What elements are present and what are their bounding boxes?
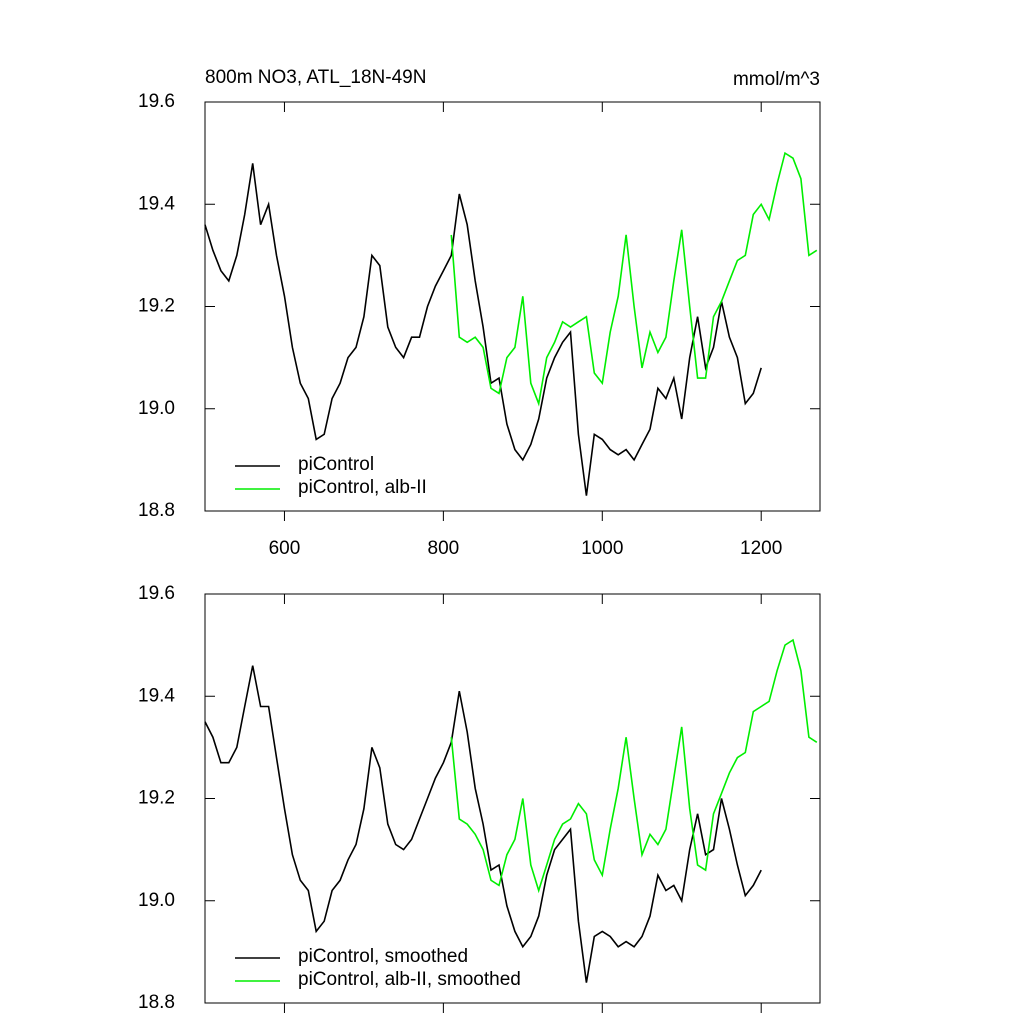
- x-tick-label: 1200: [740, 538, 782, 559]
- y-tick-label: 19.6: [138, 91, 175, 112]
- y-tick-label: 19.2: [138, 296, 175, 317]
- units-label: mmol/m^3: [733, 69, 820, 90]
- legend-label: piControl: [298, 454, 374, 475]
- x-tick-label: 1000: [581, 538, 623, 559]
- series-line: [204, 163, 762, 496]
- series-line: [450, 638, 818, 894]
- y-tick-label: 18.8: [138, 500, 175, 521]
- y-tick-label: 19.6: [138, 583, 175, 604]
- plot-frame: [204, 593, 821, 1004]
- y-tick-label: 18.8: [138, 992, 175, 1013]
- legend-label: piControl, alb-II, smoothed: [298, 969, 521, 990]
- x-tick-label: 800: [428, 538, 460, 559]
- y-tick-label: 19.0: [138, 398, 175, 419]
- legend-label: piControl, alb-II: [298, 477, 427, 498]
- y-tick-label: 19.2: [138, 788, 175, 809]
- series-line: [450, 151, 818, 407]
- y-tick-label: 19.0: [138, 890, 175, 911]
- series-line: [204, 665, 762, 983]
- x-tick-label: 600: [269, 538, 301, 559]
- plot-frame: [204, 101, 821, 512]
- legend-label: piControl, smoothed: [298, 946, 468, 967]
- y-tick-label: 19.4: [138, 685, 175, 706]
- y-tick-label: 19.4: [138, 193, 175, 214]
- chart-title: 800m NO3, ATL_18N-49N: [205, 67, 426, 88]
